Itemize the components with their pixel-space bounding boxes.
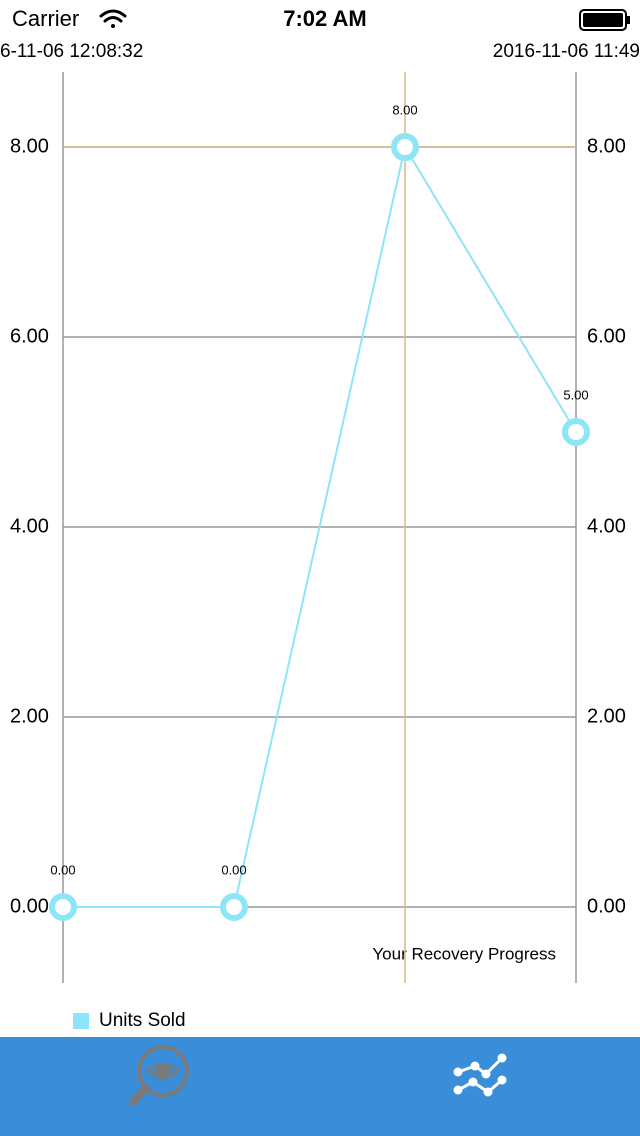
value-label: 5.00 [563,387,588,402]
value-label: 8.00 [392,102,417,117]
legend-swatch [73,1013,89,1029]
carrier: Carrier [12,6,79,31]
legend-label: Units Sold [99,1010,186,1031]
x-tick-label: 2016-11-06 11:49 [493,41,640,62]
wifi-icon [99,9,127,28]
y2-tick-label: 8.00 [587,135,626,157]
point-marker [49,893,77,922]
value-label: 0.00 [221,862,246,877]
search-tab[interactable] [129,1045,189,1106]
point-marker [391,133,419,162]
chart-description: Your Recovery Progress [372,944,556,963]
y2-tick-label: 0.00 [587,895,626,917]
y2-tick-label: 4.00 [587,515,626,537]
x-tick-label: 6-11-06 12:08:32 [0,41,143,62]
y-tick-label: 8.00 [10,135,49,157]
y2-tick-label: 2.00 [587,705,626,727]
tab-bar [0,1037,640,1136]
y-tick-label: 2.00 [10,705,49,727]
series-line [63,144,577,909]
y-tick-label: 4.00 [10,515,49,537]
y-tick-label: 0.00 [10,895,49,917]
point-marker [562,418,590,447]
y-tick-label: 6.00 [10,325,49,347]
value-label: 0.00 [50,862,75,877]
battery-icon [579,9,630,31]
chart-tab[interactable] [453,1053,507,1097]
y2-tick-label: 6.00 [587,325,626,347]
point-marker [220,893,248,922]
clock: 7:02 AM [283,6,367,31]
